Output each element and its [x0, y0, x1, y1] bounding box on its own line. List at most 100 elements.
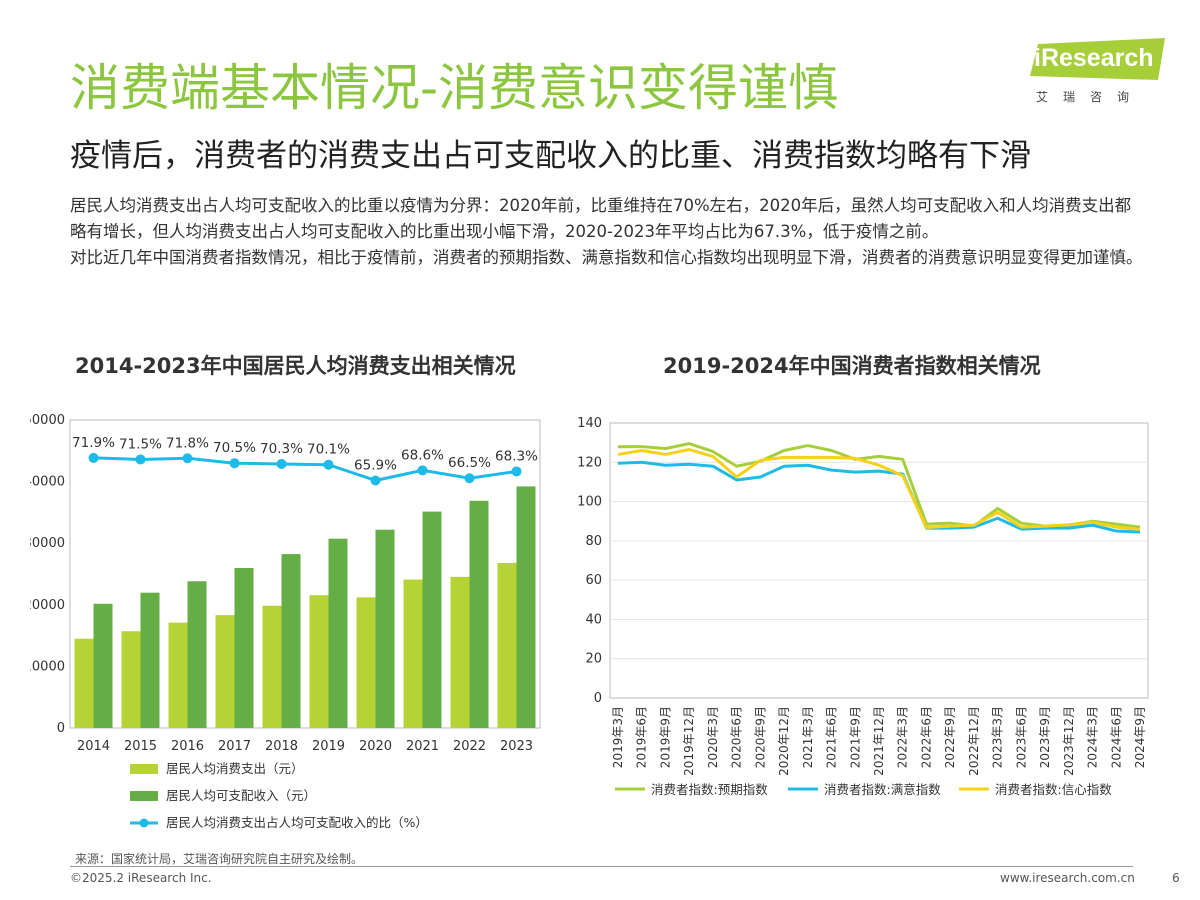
bar-income [187, 581, 207, 728]
intro-paragraph-1: 居民人均消费支出占人均可支配收入的比重以疫情为分界：2020年前，比重维持在70… [70, 196, 1132, 241]
copyright: ©2025.2 iResearch Inc. [70, 871, 212, 885]
bar-income [234, 568, 254, 728]
ratio-point [511, 466, 522, 477]
bar-expenditure [450, 576, 470, 728]
x-tick-label: 2021 [406, 739, 439, 754]
ratio-point [323, 459, 334, 470]
ratio-point [417, 465, 428, 476]
legend-label: 消费者指数:信心指数 [995, 782, 1112, 797]
x-tick-label: 2019 [312, 739, 345, 754]
x-tick-label: 2021年12月 [872, 706, 886, 776]
page-title: 消费端基本情况-消费意识变得谨慎 [70, 59, 839, 117]
x-tick-label: 2022 [453, 739, 486, 754]
footer-divider [70, 866, 1133, 867]
x-tick-label: 2020年12月 [777, 706, 791, 776]
x-tick-label: 2015 [124, 739, 157, 754]
x-tick-label: 2024年9月 [1133, 706, 1147, 768]
bar-expenditure [356, 597, 376, 728]
bar-income [140, 592, 160, 728]
y-tick-label: 0 [594, 691, 602, 706]
bar-income [328, 538, 348, 728]
legend-label: 消费者指数:满意指数 [824, 782, 941, 797]
y-tick-label: 120 [577, 455, 602, 470]
bar-income [422, 511, 442, 728]
x-tick-label: 2020 [359, 739, 392, 754]
y-tick-label: 60 [585, 573, 602, 588]
ratio-point [276, 458, 287, 469]
logo-cn-text: 艾瑞咨询 [1036, 90, 1145, 104]
x-tick-label: 2021年3月 [801, 706, 815, 768]
bar-income [469, 500, 489, 728]
consumption-expenditure-chart: 0 10000 20000 30000 40000 50000 2014 2015 2016 20… [30, 413, 541, 830]
ratio-data-label: 65.9% [354, 457, 397, 473]
y-tick-label: 30000 [30, 536, 65, 551]
iresearch-logo: iResearch 艾瑞咨询 [1030, 38, 1170, 108]
ratio-data-label: 70.3% [260, 441, 303, 457]
page-number: 6 [1172, 871, 1180, 885]
x-tick-label: 2020年9月 [753, 706, 767, 768]
plot-frame [609, 422, 1149, 699]
bar-expenditure [403, 579, 423, 728]
chart-1-title: 2014-2023年中国居民人均消费支出相关情况 [75, 354, 516, 378]
index-line-1 [617, 442, 1141, 529]
ratio-point [229, 458, 240, 469]
x-tick-label: 2023年9月 [1038, 706, 1052, 768]
x-tick-label: 2022年6月 [919, 706, 933, 768]
bar-expenditure [309, 595, 329, 728]
legend-swatch [130, 791, 158, 801]
bar-expenditure [262, 605, 282, 728]
y-tick-label: 40 [585, 612, 602, 627]
bar-expenditure [74, 638, 94, 728]
intro-paragraphs: 居民人均消费支出占人均可支配收入的比重以疫情为分界：2020年前，比重维持在70… [70, 193, 1145, 271]
y-tick-label: 0 [57, 721, 65, 736]
x-tick-label: 2017 [218, 739, 251, 754]
ratio-data-label: 70.1% [307, 442, 350, 458]
x-tick-label: 2022年12月 [967, 706, 981, 776]
x-tick-label: 2023 [500, 739, 533, 754]
consumer-index-chart: 0 20 40 60 80 100 120 140 2019年3月 2019年6月 2019年9月 2… [577, 416, 1149, 797]
y-tick-label: 100 [577, 495, 602, 510]
x-tick-label: 2020年6月 [730, 706, 744, 768]
x-tick-label: 2019年3月 [611, 706, 625, 768]
ratio-point [135, 454, 146, 465]
x-tick-label: 2021年9月 [848, 706, 862, 768]
x-tick-label: 2018 [265, 739, 298, 754]
x-tick-label: 2020年3月 [706, 706, 720, 768]
logo-shape-icon [1030, 38, 1165, 80]
bar-income [93, 603, 113, 728]
x-tick-label: 2024年3月 [1086, 706, 1100, 768]
legend-label: 居民人均消费支出占人均可支配收入的比（%） [166, 815, 428, 830]
x-tick-label: 2016 [171, 739, 204, 754]
chart-2-title: 2019-2024年中国消费者指数相关情况 [663, 354, 1041, 378]
ratio-point [464, 473, 475, 484]
x-tick-label: 2019年12月 [682, 706, 696, 776]
bar-expenditure [497, 562, 517, 728]
x-tick-label: 2023年6月 [1014, 706, 1028, 768]
ratio-point [88, 452, 99, 463]
index-line-3 [617, 448, 1141, 531]
ratio-data-label: 71.9% [72, 435, 115, 451]
y-tick-label: 40000 [30, 475, 65, 490]
x-tick-label: 2019年6月 [635, 706, 649, 768]
bar-income [375, 529, 395, 728]
logo-wordmark: iResearch [1034, 44, 1154, 72]
y-tick-label: 50000 [30, 413, 65, 428]
ratio-line [93, 456, 517, 483]
ratio-data-label: 68.6% [401, 447, 444, 463]
ratio-data-label: 70.5% [213, 440, 256, 456]
ratio-point [182, 453, 193, 464]
y-tick-label: 80 [585, 534, 602, 549]
index-line-2 [617, 460, 1141, 534]
x-tick-label: 2021年6月 [825, 706, 839, 768]
legend-label: 居民人均可支配收入（元） [166, 788, 316, 803]
legend-label: 居民人均消费支出（元） [166, 761, 304, 776]
x-tick-label: 2024年6月 [1109, 706, 1123, 768]
x-tick-label: 2022年3月 [896, 706, 910, 768]
y-tick-label: 140 [577, 416, 602, 431]
source-note: 来源：国家统计局，艾瑞咨询研究院自主研究及绘制。 [75, 852, 364, 866]
intro-paragraph-2: 对比近几年中国消费者指数情况，相比于疫情前，消费者的预期指数、满意指数和信心指数… [70, 248, 1143, 267]
ratio-data-label: 68.3% [495, 448, 538, 464]
ratio-point [370, 475, 381, 486]
x-tick-label: 2023年12月 [1062, 706, 1076, 776]
website-link[interactable]: www.iresearch.com.cn [1000, 871, 1135, 885]
